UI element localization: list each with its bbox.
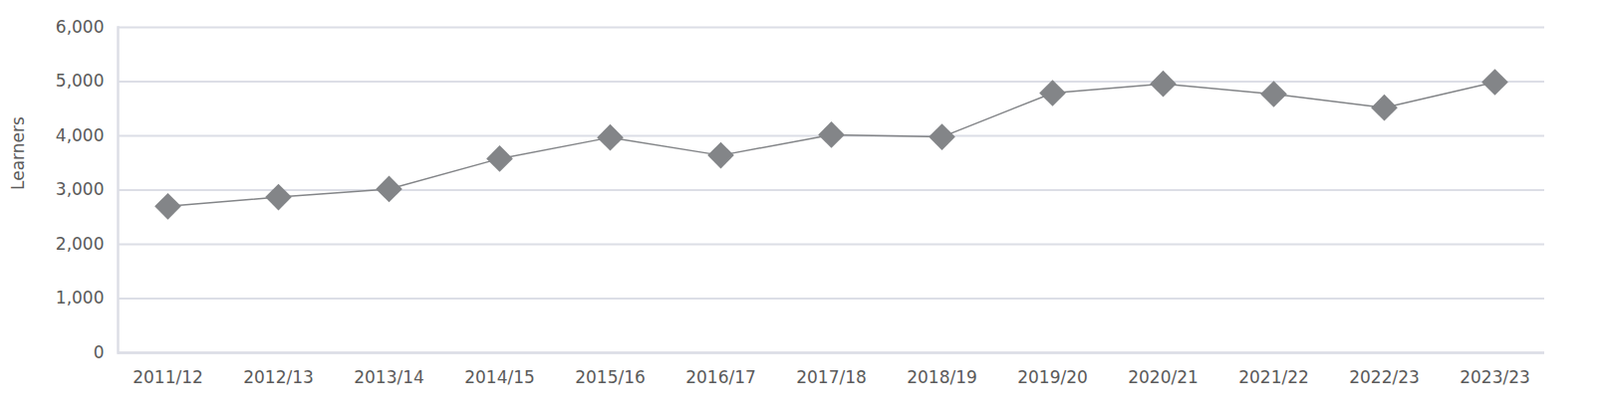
svg-text:2,000: 2,000 xyxy=(55,234,105,255)
svg-text:2015/16: 2015/16 xyxy=(574,367,646,388)
svg-text:5,000: 5,000 xyxy=(55,70,105,91)
svg-text:0: 0 xyxy=(93,342,105,363)
svg-text:2022/23: 2022/23 xyxy=(1348,367,1420,388)
svg-text:3,000: 3,000 xyxy=(55,179,105,200)
svg-text:Learners: Learners xyxy=(7,116,28,191)
svg-text:2021/22: 2021/22 xyxy=(1238,367,1310,388)
svg-text:2012/13: 2012/13 xyxy=(243,367,314,388)
svg-text:2013/14: 2013/14 xyxy=(353,367,425,388)
svg-text:2014/15: 2014/15 xyxy=(464,367,535,388)
svg-text:2011/12: 2011/12 xyxy=(132,367,204,388)
svg-text:2019/20: 2019/20 xyxy=(1017,367,1088,388)
svg-text:2017/18: 2017/18 xyxy=(796,367,867,388)
svg-text:1,000: 1,000 xyxy=(55,287,105,308)
svg-text:2016/17: 2016/17 xyxy=(685,367,757,388)
svg-text:6,000: 6,000 xyxy=(55,16,105,37)
svg-text:2018/19: 2018/19 xyxy=(906,367,978,388)
svg-text:2023/23: 2023/23 xyxy=(1459,367,1531,388)
svg-text:4,000: 4,000 xyxy=(55,125,105,146)
svg-text:2020/21: 2020/21 xyxy=(1127,367,1199,388)
